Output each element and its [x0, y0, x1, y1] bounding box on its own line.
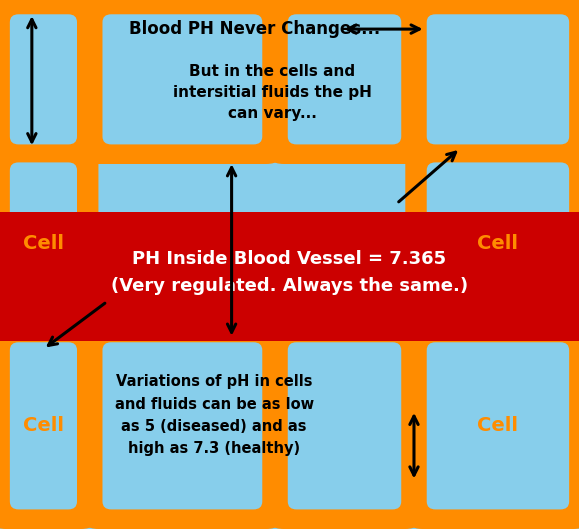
FancyBboxPatch shape: [10, 342, 77, 509]
Text: Blood PH Never Changes...: Blood PH Never Changes...: [129, 20, 380, 38]
FancyBboxPatch shape: [405, 0, 579, 164]
FancyBboxPatch shape: [81, 323, 284, 529]
FancyBboxPatch shape: [427, 162, 569, 324]
Text: Variations of pH in cells
and fluids can be as low
as 5 (diseased) and as
high a: Variations of pH in cells and fluids can…: [115, 375, 314, 456]
FancyBboxPatch shape: [405, 323, 579, 529]
FancyBboxPatch shape: [10, 162, 77, 324]
FancyBboxPatch shape: [427, 14, 569, 144]
Text: Cell: Cell: [23, 234, 64, 253]
FancyBboxPatch shape: [266, 323, 423, 529]
FancyBboxPatch shape: [405, 143, 579, 344]
Text: But in the cells and
intersitial fluids the pH
can vary...: But in the cells and intersitial fluids …: [173, 64, 372, 121]
Bar: [0, 212, 579, 341]
FancyBboxPatch shape: [0, 143, 98, 344]
FancyBboxPatch shape: [102, 342, 262, 509]
FancyBboxPatch shape: [427, 342, 569, 509]
Text: Cell: Cell: [23, 416, 64, 435]
Text: Cell: Cell: [478, 416, 518, 435]
FancyBboxPatch shape: [0, 323, 98, 529]
FancyBboxPatch shape: [10, 14, 77, 144]
FancyBboxPatch shape: [288, 14, 401, 144]
FancyBboxPatch shape: [0, 0, 98, 164]
Text: Cell: Cell: [478, 234, 518, 253]
FancyBboxPatch shape: [288, 342, 401, 509]
FancyBboxPatch shape: [266, 0, 423, 164]
Text: PH Inside Blood Vessel = 7.365
(Very regulated. Always the same.): PH Inside Blood Vessel = 7.365 (Very reg…: [111, 250, 468, 295]
FancyBboxPatch shape: [81, 0, 284, 164]
FancyBboxPatch shape: [102, 14, 262, 144]
